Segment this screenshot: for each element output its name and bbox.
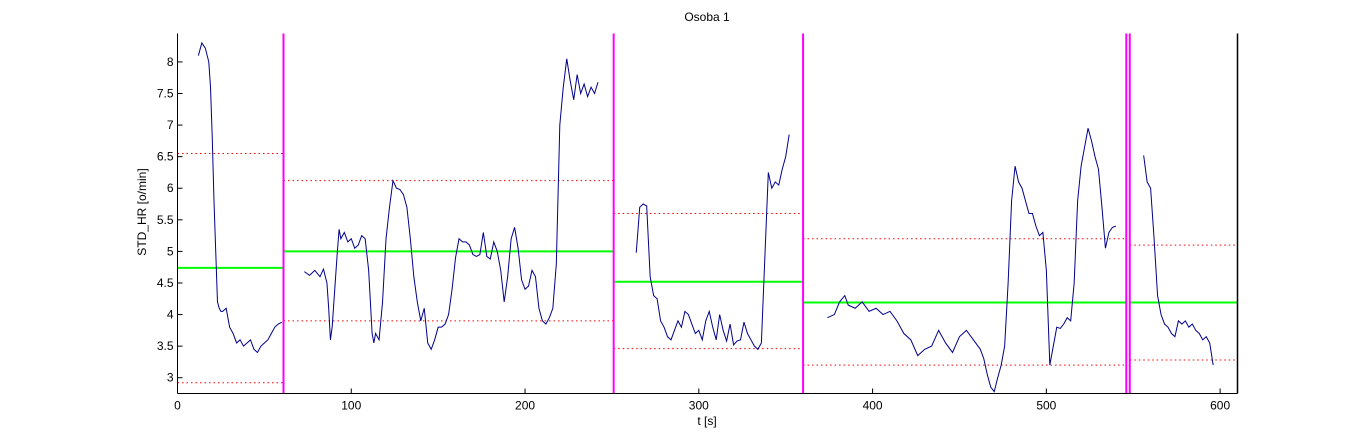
x-tick-label-400: 400 [863, 399, 883, 413]
y-tick-label-7: 7 [167, 118, 174, 132]
x-tick-label-100: 100 [341, 399, 361, 413]
signal-series-2 [304, 58, 599, 351]
means-layer [177, 250, 1238, 304]
signal-series-1 [197, 41, 283, 354]
signal-series-5 [1143, 155, 1214, 366]
axes-box [177, 33, 1238, 394]
y-tick-label-3.5: 3.5 [157, 339, 174, 353]
x-axis-label: t [s] [697, 414, 716, 428]
chart-title: Osoba 1 [684, 10, 730, 24]
y-tick-label-4: 4 [167, 308, 174, 322]
plot-area: 0 100 200 300 400 500 600 3 3.5 4 4.5 5 5.5 6 6.5 7 7.5… [157, 33, 1239, 413]
y-ticks: 3 3.5 4 4.5 5 5.5 6 6.5 7 7.5 8 [157, 55, 183, 385]
series-layer [197, 41, 1214, 393]
y-tick-label-5: 5 [167, 244, 174, 258]
y-tick-label-6: 6 [167, 181, 174, 195]
x-ticks: 0 100 200 300 400 500 600 [174, 388, 1230, 413]
boundary-layer [282, 33, 1131, 394]
signal-series-4 [827, 128, 1117, 393]
y-tick-label-8: 8 [167, 55, 174, 69]
y-tick-label-5.5: 5.5 [157, 213, 174, 227]
y-tick-label-7.5: 7.5 [157, 87, 174, 101]
x-tick-label-500: 500 [1036, 399, 1056, 413]
y-tick-label-3: 3 [167, 371, 174, 385]
x-tick-label-0: 0 [174, 399, 181, 413]
x-tick-label-300: 300 [689, 399, 709, 413]
y-tick-label-4.5: 4.5 [157, 276, 174, 290]
y-tick-label-6.5: 6.5 [157, 150, 174, 164]
x-tick-label-600: 600 [1210, 399, 1230, 413]
y-axis-label: STD_HR [o/min] [135, 168, 149, 255]
x-tick-label-200: 200 [515, 399, 535, 413]
signal-series-3 [635, 134, 790, 351]
